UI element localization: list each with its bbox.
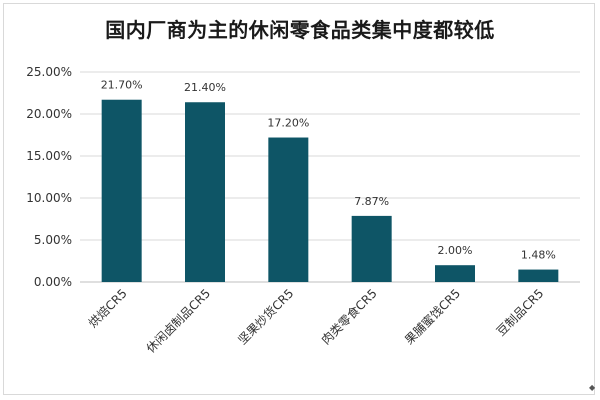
category-label: 果脯蜜饯CR5: [401, 286, 463, 348]
y-tick-label: 15.00%: [26, 149, 72, 163]
category-label: 休闲卤制品CR5: [144, 286, 214, 356]
y-tick-label: 5.00%: [34, 233, 72, 247]
category-label: 坚果炒货CR5: [235, 286, 297, 348]
bar: [101, 99, 142, 282]
y-tick-label: 20.00%: [26, 107, 72, 121]
bar: [351, 215, 392, 282]
data-label: 1.48%: [521, 249, 556, 262]
y-axis-ticks: 0.00% 5.00% 10.00% 15.00% 20.00% 25.00%: [26, 65, 72, 289]
y-tick-label: 10.00%: [26, 191, 72, 205]
bar: [185, 102, 225, 283]
category-label: 豆制品CR5: [494, 286, 547, 339]
bars: [101, 99, 559, 283]
data-label: 17.20%: [267, 117, 309, 130]
bar: [435, 265, 475, 282]
data-label: 2.00%: [438, 244, 473, 257]
chart-title: 国内厂商为主的休闲零食品类集中度都较低: [105, 18, 495, 42]
data-label: 21.70%: [101, 79, 143, 92]
y-tick-label: 0.00%: [34, 275, 72, 289]
category-label: 肉类零食CR5: [318, 286, 380, 348]
y-tick-label: 25.00%: [26, 65, 72, 79]
data-labels: 21.70% 21.40% 17.20% 7.87% 2.00% 1.48%: [101, 79, 556, 262]
corner-marker-icon: ◆: [589, 383, 596, 392]
data-label: 21.40%: [184, 81, 226, 94]
gridlines: [80, 71, 580, 283]
category-label: 烘焙CR5: [85, 286, 130, 331]
data-label: 7.87%: [354, 195, 389, 208]
bar: [268, 137, 309, 282]
bar: [518, 269, 559, 282]
x-axis-categories: 烘焙CR5 休闲卤制品CR5 坚果炒货CR5 肉类零食CR5 果脯蜜饯CR5 豆制品CR5: [85, 286, 546, 356]
